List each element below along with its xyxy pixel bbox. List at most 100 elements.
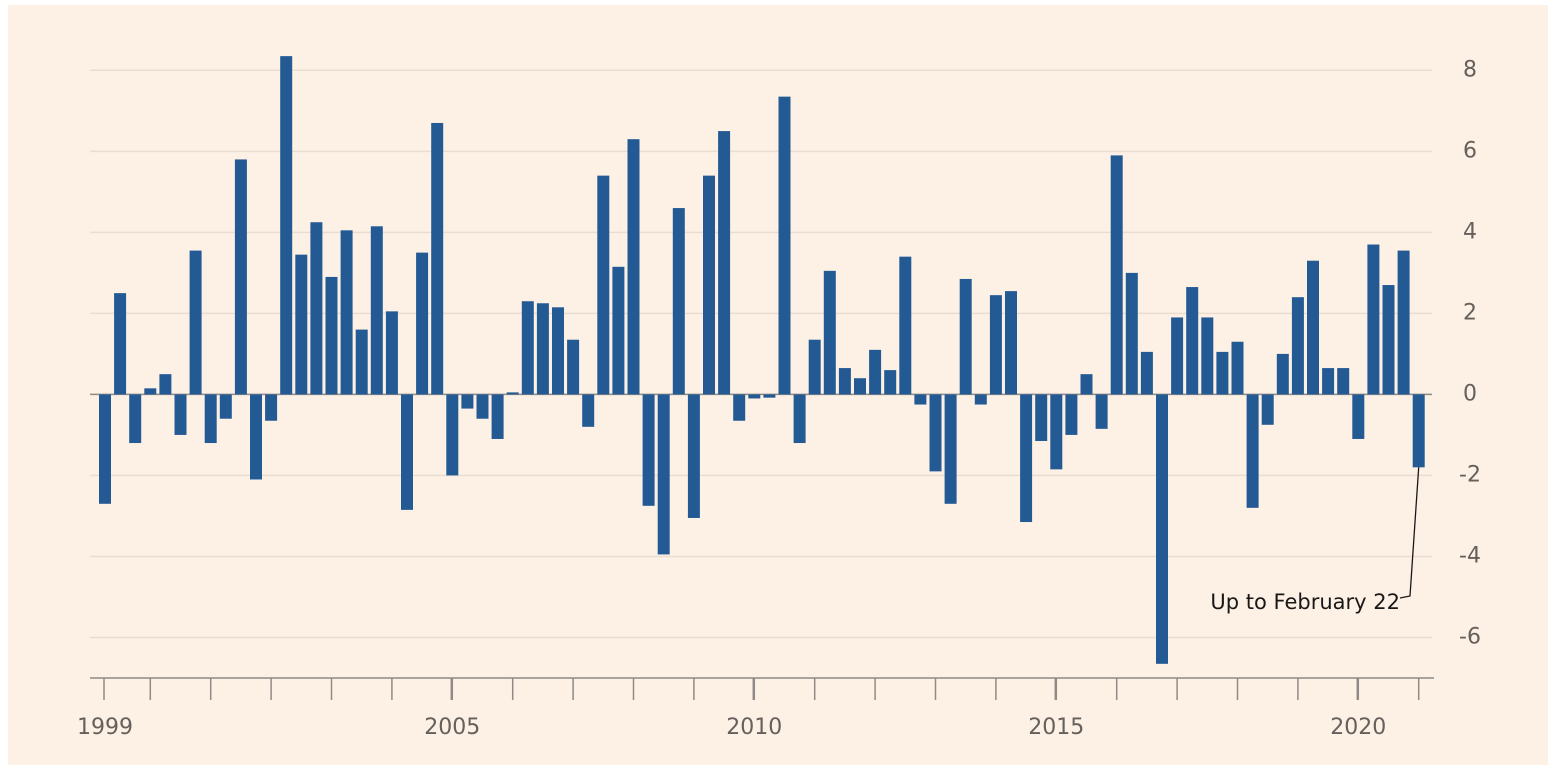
bar	[385, 311, 398, 395]
bar	[1246, 394, 1259, 508]
bar	[1276, 353, 1289, 395]
bar	[1080, 374, 1093, 395]
bar	[763, 394, 776, 398]
bar	[582, 394, 595, 427]
bars	[99, 56, 1425, 664]
bar	[1005, 291, 1017, 395]
bar	[612, 266, 625, 395]
bar	[687, 394, 700, 518]
bar	[1035, 394, 1048, 441]
grid	[90, 69, 1434, 700]
bar	[340, 230, 353, 395]
bar	[99, 394, 111, 504]
bar	[1186, 287, 1199, 395]
bar	[884, 370, 897, 395]
bar	[250, 394, 262, 480]
bar	[793, 394, 806, 444]
bar	[989, 295, 1002, 395]
x-tick-label: 2020	[1330, 715, 1386, 740]
bar	[536, 303, 549, 395]
bar	[476, 394, 489, 419]
bar	[597, 175, 610, 395]
bar	[733, 394, 746, 421]
bar	[1322, 368, 1335, 395]
bar	[748, 394, 761, 399]
bar	[1095, 394, 1108, 429]
bar	[672, 208, 685, 395]
labels: -6 -4 -2 0 2 4 6 8 1999 2005 2010 2015 2020 Up to Feb…	[77, 57, 1481, 740]
bar	[1412, 394, 1425, 468]
bar	[718, 131, 731, 395]
bar	[1337, 368, 1350, 395]
bar	[1050, 394, 1063, 470]
bar	[310, 222, 323, 395]
bar	[1291, 297, 1304, 395]
bar	[567, 339, 580, 395]
bar	[1125, 272, 1138, 395]
bar	[1352, 394, 1365, 439]
y-tick-label: 0	[1463, 381, 1477, 406]
bar	[431, 122, 444, 395]
y-tick-label: 8	[1463, 57, 1477, 82]
bar	[552, 307, 564, 395]
bar	[838, 368, 851, 395]
bar	[506, 392, 519, 395]
bar	[869, 349, 882, 395]
bar	[1140, 351, 1153, 395]
bar	[401, 394, 413, 510]
bar	[491, 394, 504, 439]
bar	[159, 374, 172, 395]
bar	[174, 394, 187, 435]
bar	[1382, 285, 1395, 395]
bar	[627, 139, 640, 395]
bar	[778, 96, 791, 395]
x-tick-label: 2005	[424, 715, 480, 740]
x-tick-label: 1999	[77, 715, 133, 740]
bar	[703, 175, 715, 395]
bar	[355, 329, 368, 395]
bar	[642, 394, 655, 506]
bar	[1216, 351, 1229, 395]
bar	[295, 254, 308, 395]
bar	[265, 394, 278, 421]
bar	[854, 378, 866, 395]
bar	[521, 301, 534, 395]
bar	[1231, 341, 1244, 395]
y-tick-label: -6	[1459, 624, 1481, 649]
bar	[234, 159, 247, 395]
annotation-leader	[1399, 467, 1420, 599]
bar	[1156, 394, 1168, 664]
bar	[370, 226, 383, 395]
bar	[416, 252, 429, 395]
bar	[929, 394, 942, 472]
bar	[114, 293, 127, 395]
bar	[1110, 155, 1123, 395]
bar	[1020, 394, 1033, 523]
bar	[808, 339, 821, 395]
bar	[189, 250, 202, 395]
y-tick-label: -2	[1459, 462, 1481, 487]
y-tick-label: 4	[1463, 219, 1477, 244]
bar	[1201, 317, 1214, 395]
bar	[1307, 260, 1319, 395]
bar	[325, 276, 338, 395]
bar	[1065, 394, 1078, 435]
bar	[219, 394, 232, 419]
bar	[1171, 317, 1184, 395]
y-tick-label: 6	[1463, 138, 1477, 163]
chart-background	[8, 5, 1548, 765]
bar	[823, 270, 836, 395]
bar	[657, 394, 670, 555]
bar	[974, 394, 987, 405]
bar	[446, 394, 459, 476]
bar	[461, 394, 474, 409]
bar	[280, 56, 293, 395]
bar	[129, 394, 142, 444]
bar	[914, 394, 927, 405]
x-tick-label: 2015	[1028, 715, 1084, 740]
annotation: Up to February 22	[1210, 590, 1400, 614]
y-tick-label: 2	[1463, 300, 1477, 325]
y-tick-label: -4	[1459, 543, 1481, 568]
bar	[1261, 394, 1274, 425]
